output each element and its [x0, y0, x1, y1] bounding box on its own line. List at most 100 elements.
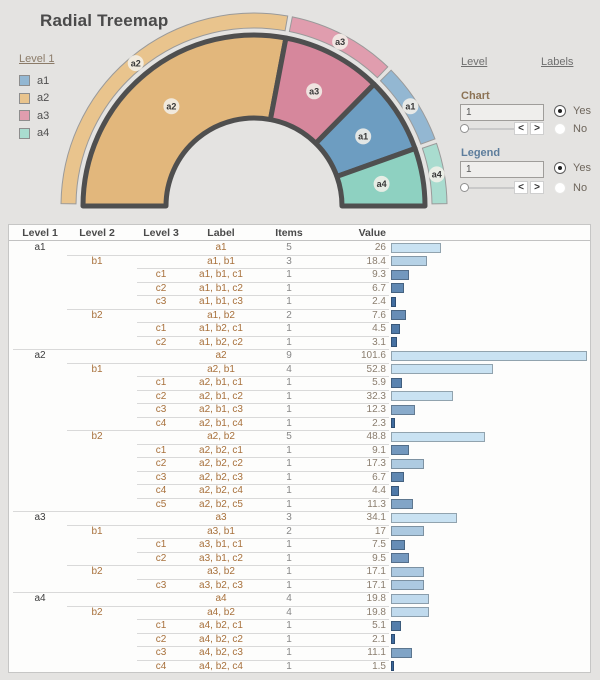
table-row-a2-b2-c1[interactable]: c1 a2, b2, c1 1 9.1: [9, 443, 590, 458]
radio-selected-icon[interactable]: [554, 105, 566, 117]
table-row-a1[interactable]: a1 a1 5 26: [9, 241, 590, 255]
column-header-level-2[interactable]: Level 2: [79, 227, 115, 239]
value-bar[interactable]: [391, 242, 442, 253]
table-row-a3-b2[interactable]: b2 a3, b2 1 17.1: [9, 565, 590, 579]
table-row-a2-b2-c2[interactable]: c2 a2, b2, c2 1 17.3: [9, 457, 590, 471]
value-bar[interactable]: [391, 512, 457, 523]
value-cell: 4.4: [372, 485, 386, 496]
radio-selected-icon[interactable]: [554, 162, 566, 174]
table-row-a2-b2-c4[interactable]: c4 a2, b2, c4 1 4.4: [9, 484, 590, 498]
table-row-a2-b2-c5[interactable]: c5 a2, b2, c5 1 11.3: [9, 497, 590, 512]
slider-decrement-icon[interactable]: <: [514, 181, 528, 194]
value-bar[interactable]: [391, 283, 404, 293]
table-row-a2-b2[interactable]: b2 a2, b2 5 48.8: [9, 430, 590, 444]
value-bar[interactable]: [391, 607, 430, 617]
table-row-a4-b2-c2[interactable]: c2 a4, b2, c2 1 2.1: [9, 632, 590, 647]
value-bar[interactable]: [391, 296, 396, 307]
legend-item-a2[interactable]: a2: [19, 90, 54, 108]
value-bar[interactable]: [391, 580, 424, 590]
table-row-a4-b2-c1[interactable]: c1 a4, b2, c1 1 5.1: [9, 619, 590, 633]
table-row-a4-b2[interactable]: b2 a4, b2 4 19.8: [9, 605, 590, 620]
value-bar[interactable]: [391, 445, 409, 455]
value-bar[interactable]: [391, 364, 493, 374]
table-row-a1-b2[interactable]: b2 a1, b2 2 7.6: [9, 308, 590, 323]
value-bar[interactable]: [391, 404, 415, 415]
column-header-label[interactable]: Label: [207, 227, 235, 239]
chart-level-input[interactable]: [460, 104, 544, 121]
legend-item-a4[interactable]: a4: [19, 125, 54, 143]
table-row-a2-b1-c3[interactable]: c3 a2, b1, c3 1 12.3: [9, 403, 590, 417]
table-row-a3-b2-c3[interactable]: c3 a3, b2, c3 1 17.1: [9, 578, 590, 593]
labels-tab-link[interactable]: Labels: [541, 56, 574, 68]
value-bar[interactable]: [391, 377, 403, 388]
table-row-a1-b1-c1[interactable]: c1 a1, b1, c1 1 9.3: [9, 268, 590, 282]
table-row-a4-b2-c4[interactable]: c4 a4, b2, c4 1 1.5: [9, 659, 590, 673]
level-tab-link[interactable]: Level: [461, 56, 488, 68]
value-bar[interactable]: [391, 472, 404, 482]
slider-increment-icon[interactable]: >: [530, 181, 544, 194]
wedge-label-a3-halo: [306, 83, 323, 100]
table-row-a1-b1-c3[interactable]: c3 a1, b1, c3 1 2.4: [9, 295, 590, 309]
ring-segment-a2[interactable]: [60, 12, 289, 205]
value-bar[interactable]: [391, 620, 401, 631]
column-header-level-1[interactable]: Level 1: [22, 227, 58, 239]
value-bar[interactable]: [391, 431, 486, 442]
table-row-a2-b1-c1[interactable]: c1 a2, b1, c1 1 5.9: [9, 376, 590, 390]
column-header-items[interactable]: Items: [275, 227, 303, 239]
table-row-a1-b2-c2[interactable]: c2 a1, b2, c2 1 3.1: [9, 335, 590, 350]
table-row-a1-b1[interactable]: b1 a1, b1 3 18.4: [9, 254, 590, 269]
row-separator: [137, 646, 389, 647]
column-header-value[interactable]: Value: [358, 227, 386, 239]
value-bar[interactable]: [391, 526, 424, 536]
table-row-a3-b1[interactable]: b1 a3, b1 2 17: [9, 524, 590, 539]
table-row-a1-b2-c1[interactable]: c1 a1, b2, c1 1 4.5: [9, 322, 590, 336]
table-row-a2[interactable]: a2 a2 9 101.6: [9, 349, 590, 363]
table-row-a1-b1-c2[interactable]: c2 a1, b1, c2 1 6.7: [9, 281, 590, 296]
value-bar[interactable]: [391, 634, 396, 644]
slider-track[interactable]: [466, 128, 514, 130]
table-row-a2-b2-c3[interactable]: c3 a2, b2, c3 1 6.7: [9, 470, 590, 485]
value-bar[interactable]: [391, 418, 396, 428]
slider-handle[interactable]: [460, 183, 469, 192]
value-bar[interactable]: [391, 269, 409, 280]
slider-handle[interactable]: [460, 124, 469, 133]
value-bar[interactable]: [391, 350, 588, 361]
value-bar[interactable]: [391, 661, 394, 671]
slider-track[interactable]: [466, 187, 514, 189]
value-bar[interactable]: [391, 499, 413, 509]
value-bar[interactable]: [391, 593, 430, 604]
legend-level-input[interactable]: [460, 161, 544, 178]
table-row-a3-b1-c1[interactable]: c1 a3, b1, c1 1 7.5: [9, 538, 590, 552]
level3-cell: c1: [155, 377, 167, 388]
value-bar[interactable]: [391, 337, 397, 347]
legend-item-a3[interactable]: a3: [19, 107, 54, 125]
value-bar[interactable]: [391, 310, 406, 320]
value-bar[interactable]: [391, 539, 406, 550]
slider-increment-icon[interactable]: >: [530, 122, 544, 135]
table-row-a3-b1-c2[interactable]: c2 a3, b1, c2 1 9.5: [9, 551, 590, 566]
table-row-a2-b1-c4[interactable]: c4 a2, b1, c4 1 2.3: [9, 416, 590, 431]
value-bar[interactable]: [391, 458, 425, 469]
value-cell: 5.1: [372, 620, 386, 631]
value-bar[interactable]: [391, 647, 413, 658]
table-row-a3[interactable]: a3 a3 3 34.1: [9, 511, 590, 525]
slider-decrement-icon[interactable]: <: [514, 122, 528, 135]
value-bar[interactable]: [391, 256, 427, 266]
radio-unselected-icon[interactable]: [554, 182, 566, 194]
value-bar[interactable]: [391, 391, 454, 401]
value-bar[interactable]: [391, 566, 424, 577]
wedge-a2[interactable]: [80, 32, 289, 209]
table-row-a2-b1[interactable]: b1 a2, b1 4 52.8: [9, 362, 590, 377]
level3-cell: c3: [155, 471, 167, 483]
radial-treemap-chart: a2 a2 a3 a3 a1 a1 a4 a4: [60, 12, 448, 209]
legend-item-a1[interactable]: a1: [19, 72, 54, 90]
value-bar[interactable]: [391, 323, 400, 334]
table-row-a4-b2-c3[interactable]: c3 a4, b2, c3 1 11.1: [9, 646, 590, 660]
column-header-level-3[interactable]: Level 3: [143, 227, 179, 239]
radio-unselected-icon[interactable]: [554, 123, 566, 135]
level3-cell: c2: [155, 282, 167, 294]
value-bar[interactable]: [391, 553, 410, 563]
value-bar[interactable]: [391, 485, 400, 496]
table-row-a2-b1-c2[interactable]: c2 a2, b1, c2 1 32.3: [9, 389, 590, 404]
table-row-a4[interactable]: a4 a4 4 19.8: [9, 592, 590, 606]
